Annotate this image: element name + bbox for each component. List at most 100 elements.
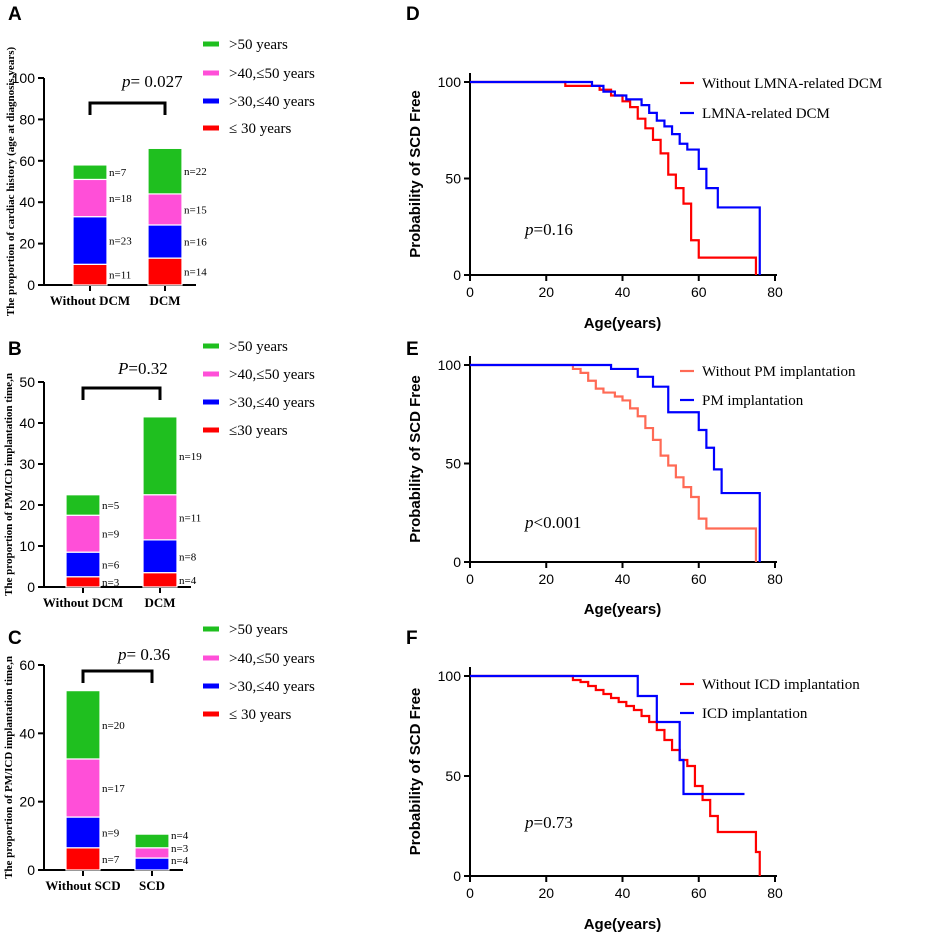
survival-curve (470, 674, 745, 796)
y-tick-label: 20 (19, 236, 35, 252)
significance-bracket (81, 669, 154, 683)
panel-f: F 0 50 100 0 20 40 60 80 Age(years) Probability of… (406, 628, 860, 933)
survival-curve (470, 363, 758, 562)
panel-e: E 0 50 100 0 20 40 60 80 Age(years) Probability of… (406, 339, 856, 618)
p-number: = 0.36 (127, 645, 171, 664)
bar-segment (65, 690, 101, 760)
panel-label: E (406, 339, 419, 360)
y-axis-title: The proportion of PM/ICD implantation ti… (3, 373, 15, 596)
n-label: n=9 (102, 529, 120, 541)
x-axis-title: Age(years) (584, 601, 662, 618)
n-label: n=14 (184, 267, 207, 279)
n-label: n=7 (102, 854, 120, 866)
bar-segment (147, 147, 183, 195)
panel-label: D (406, 4, 420, 25)
legend-label: >40,≤50 years (229, 367, 315, 383)
p-value: p= 0.027 (121, 72, 183, 91)
x-tick-label: 40 (615, 284, 631, 300)
panel-label: C (8, 628, 22, 649)
bar-segment (142, 572, 178, 588)
legend-label: ≤ 30 years (229, 121, 292, 137)
y-tick-label: 80 (19, 111, 35, 127)
p-symbol: P (117, 359, 128, 378)
x-axis-title: Age(years) (584, 916, 662, 933)
bar-segment (134, 833, 170, 849)
legend-label: ≤ 30 years (229, 707, 292, 723)
n-label: n=11 (109, 270, 131, 282)
x-tick-label: 60 (691, 885, 707, 901)
panel-label: B (8, 339, 22, 360)
y-tick-label: 100 (12, 70, 36, 86)
legend-label: >40,≤50 years (229, 651, 315, 667)
legend-label: >50 years (229, 622, 288, 638)
n-label: n=4 (171, 855, 189, 867)
p-value: p= 0.36 (117, 645, 170, 664)
x-tick-label: 40 (615, 571, 631, 587)
x-tick-label: 20 (538, 284, 554, 300)
x-tick-label: 80 (767, 284, 783, 300)
x-category-label: Without DCM (43, 595, 123, 610)
panel-label: F (406, 628, 418, 649)
legend-label: PM implantation (702, 393, 804, 409)
bar-segment (65, 551, 101, 578)
p-number: =0.16 (534, 220, 573, 239)
significance-bracket (81, 386, 162, 400)
p-symbol: p (524, 220, 534, 239)
y-tick-label: 100 (438, 668, 462, 684)
bar-segment (65, 847, 101, 871)
y-tick-label: 60 (19, 153, 35, 169)
legend-label: Without PM implantation (702, 364, 856, 380)
bar-segment (65, 576, 101, 588)
bar-segment (142, 539, 178, 574)
legend-label: Without ICD implantation (702, 677, 860, 693)
bar-segment (72, 263, 108, 286)
y-axis-title: Probability of SCD Free (407, 688, 424, 856)
p-value: p=0.16 (524, 220, 573, 239)
x-category-label: SCD (139, 878, 165, 893)
legend-label: >40,≤50 years (229, 66, 315, 82)
x-tick-label: 40 (615, 885, 631, 901)
x-category-label: DCM (149, 293, 180, 308)
n-label: n=3 (102, 577, 120, 589)
y-tick-label: 20 (19, 794, 35, 810)
y-tick-label: 0 (27, 277, 35, 293)
p-value: p<0.001 (524, 513, 581, 532)
bar-segment (72, 216, 108, 265)
x-tick-label: 0 (466, 885, 474, 901)
x-tick-label: 80 (767, 885, 783, 901)
n-label: n=20 (102, 720, 125, 732)
x-category-label: DCM (144, 595, 175, 610)
bar-segment (72, 164, 108, 181)
bar-segment (142, 494, 178, 541)
legend-label: >30,≤40 years (229, 679, 315, 695)
p-number: =0.32 (128, 359, 167, 378)
legend-label: ≤30 years (229, 423, 288, 439)
bar-segment (65, 816, 101, 849)
bar-segment (65, 494, 101, 516)
n-label: n=19 (179, 451, 202, 463)
bar-segment (147, 193, 183, 226)
y-tick-label: 0 (453, 267, 461, 283)
y-tick-label: 20 (19, 497, 35, 513)
bar-segment (134, 857, 170, 871)
survival-curve (470, 674, 761, 876)
panel-b: B 0 10 20 30 40 50 The proportion of PM/ICD imp… (3, 339, 315, 610)
y-tick-label: 0 (453, 554, 461, 570)
n-label: n=18 (109, 193, 132, 205)
bar-segment (147, 257, 183, 286)
p-value: p=0.73 (524, 813, 573, 832)
n-label: n=5 (102, 500, 120, 512)
p-number: <0.001 (534, 513, 582, 532)
n-label: n=22 (184, 166, 207, 178)
x-tick-label: 80 (767, 571, 783, 587)
panel-c: C 0 20 40 60 The proportion of PM/ICD implant… (3, 622, 315, 893)
y-tick-label: 0 (453, 868, 461, 884)
x-tick-label: 60 (691, 571, 707, 587)
p-symbol: p (524, 813, 534, 832)
y-tick-label: 30 (19, 456, 35, 472)
x-tick-label: 0 (466, 571, 474, 587)
y-tick-label: 50 (19, 374, 35, 390)
y-tick-label: 40 (19, 415, 35, 431)
legend-label: Without LMNA-related DCM (702, 76, 882, 92)
